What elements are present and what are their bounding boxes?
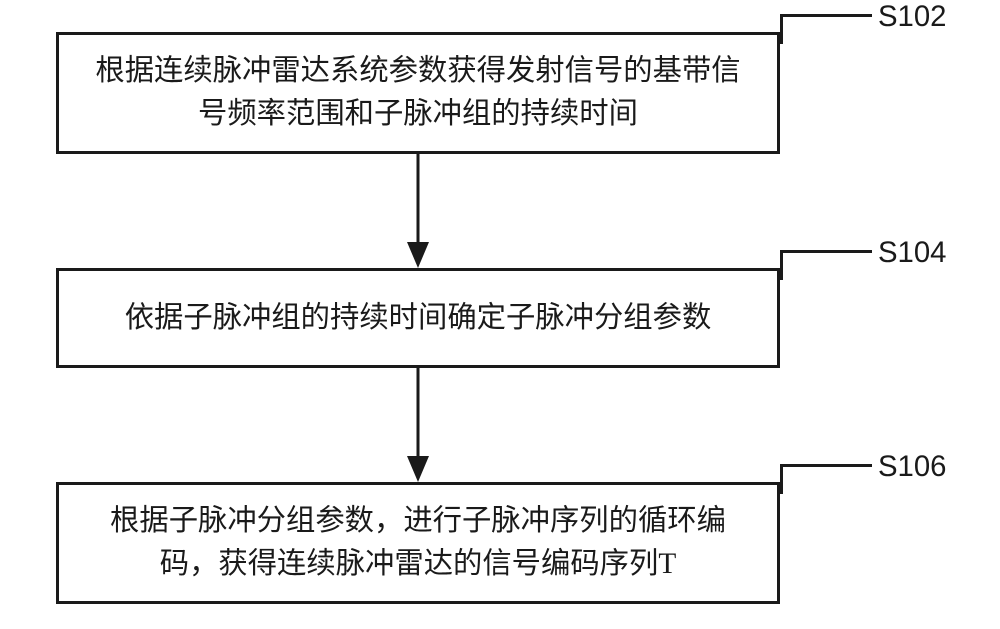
- step-bracket-vert: [780, 464, 783, 494]
- flowchart-canvas: 根据连续脉冲雷达系统参数获得发射信号的基带信号频率范围和子脉冲组的持续时间 S10…: [0, 0, 1000, 629]
- flow-node-n2: 依据子脉冲组的持续时间确定子脉冲分组参数: [56, 268, 780, 368]
- step-bracket-horz: [780, 464, 872, 467]
- step-bracket-horz: [780, 14, 872, 17]
- step-bracket-vert: [780, 250, 783, 280]
- step-bracket-horz: [780, 250, 872, 253]
- flow-node-n3: 根据子脉冲分组参数，进行子脉冲序列的循环编码，获得连续脉冲雷达的信号编码序列T: [56, 482, 780, 604]
- step-label-S104: S104: [878, 236, 947, 270]
- step-bracket-vert: [780, 14, 783, 44]
- flow-arrow: [396, 154, 440, 268]
- flow-arrow: [396, 368, 440, 482]
- flow-node-n1: 根据连续脉冲雷达系统参数获得发射信号的基带信号频率范围和子脉冲组的持续时间: [56, 32, 780, 154]
- step-label-S106: S106: [878, 450, 947, 484]
- step-label-S102: S102: [878, 0, 947, 34]
